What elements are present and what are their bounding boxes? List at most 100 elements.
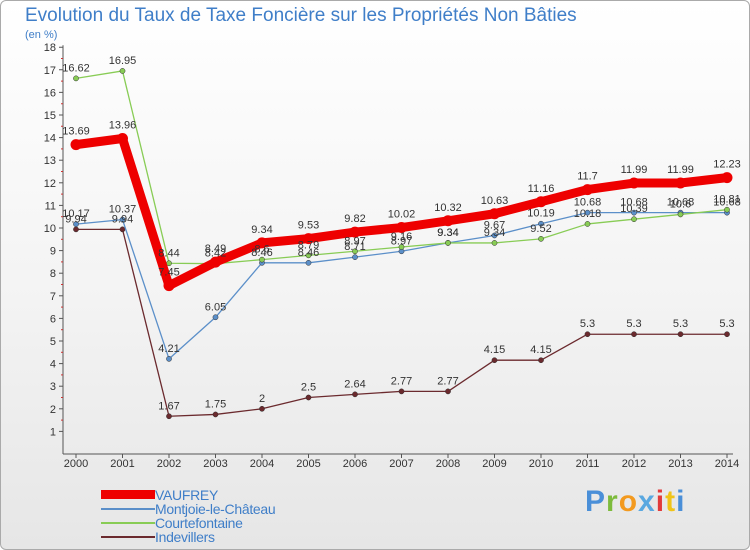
- data-label-indevillers: 4.15: [530, 344, 551, 356]
- legend-label-courtefontaine: Courtefontaine: [155, 515, 243, 531]
- data-point-courtefontaine: [584, 221, 591, 227]
- data-label-montjoie-le-ch-teau: 8.46: [251, 247, 272, 259]
- data-label-vaufrey: 10.02: [388, 209, 416, 221]
- x-tick-label: 2003: [203, 458, 227, 470]
- data-label-courtefontaine: 10.6: [670, 198, 691, 210]
- y-tick-label: 12: [44, 178, 56, 190]
- y-tick-label: 6: [50, 313, 56, 325]
- legend-swatch-courtefontaine: [101, 522, 155, 524]
- data-point-vaufrey: [628, 177, 640, 189]
- data-label-vaufrey: 9.82: [344, 213, 365, 225]
- logo-letter: t: [665, 485, 677, 518]
- y-tick-label: 13: [44, 155, 56, 167]
- data-point-vaufrey: [675, 177, 686, 189]
- data-label-vaufrey: 11.99: [621, 164, 648, 176]
- data-label-indevillers: 9.94: [65, 213, 86, 225]
- data-label-vaufrey: 9.34: [251, 224, 272, 236]
- data-point-vaufrey: [70, 139, 82, 151]
- y-tick-label: 3: [50, 381, 56, 393]
- data-point-montjoie-le-ch-teau: [352, 254, 358, 261]
- data-label-vaufrey: 13.96: [109, 120, 137, 132]
- data-point-vaufrey: [721, 172, 733, 184]
- data-point-indevillers: [352, 391, 358, 398]
- data-point-vaufrey: [210, 256, 221, 268]
- proxiti-logo: Proxiti: [585, 485, 685, 519]
- data-label-courtefontaine: 10.18: [574, 208, 602, 220]
- data-point-montjoie-le-ch-teau: [584, 209, 591, 216]
- data-point-indevillers: [73, 226, 79, 233]
- data-label-indevillers: 2.64: [344, 378, 365, 390]
- data-point-indevillers: [491, 357, 498, 364]
- data-label-indevillers: 1.75: [205, 398, 226, 410]
- data-point-vaufrey: [117, 133, 128, 145]
- data-point-vaufrey: [303, 233, 314, 245]
- data-point-indevillers: [445, 388, 451, 395]
- data-label-courtefontaine: 8.42: [205, 248, 226, 260]
- logo-letter: o: [618, 485, 639, 518]
- x-tick-label: 2008: [436, 458, 460, 470]
- x-tick-label: 2014: [715, 458, 739, 470]
- data-label-indevillers: 4.15: [484, 344, 505, 356]
- data-label-courtefontaine: 9.34: [484, 227, 505, 239]
- data-label-courtefontaine: 9.34: [437, 227, 458, 239]
- logo-letter: r: [606, 485, 619, 518]
- data-label-indevillers: 2.77: [391, 375, 412, 387]
- data-point-vaufrey: [349, 226, 361, 238]
- data-point-montjoie-le-ch-teau: [305, 259, 312, 266]
- logo-letter: x: [638, 485, 656, 518]
- data-label-courtefontaine: 8.6: [254, 244, 269, 256]
- data-label-indevillers: 5.3: [719, 318, 734, 330]
- data-label-montjoie-le-ch-teau: 10.68: [667, 197, 695, 209]
- data-point-montjoie-le-ch-teau: [73, 221, 79, 228]
- data-label-vaufrey: 9.53: [298, 220, 319, 232]
- y-tick-label: 7: [50, 291, 56, 303]
- y-tick-label: 10: [44, 223, 56, 235]
- data-point-courtefontaine: [677, 211, 684, 218]
- x-tick-label: 2004: [250, 458, 274, 470]
- data-label-montjoie-le-ch-teau: 8.97: [391, 235, 412, 247]
- data-label-vaufrey: 10.32: [434, 202, 462, 214]
- y-tick-label: 11: [45, 200, 56, 212]
- data-point-courtefontaine: [491, 240, 498, 246]
- data-point-montjoie-le-ch-teau: [631, 209, 637, 216]
- y-tick-label: 1: [50, 426, 56, 438]
- x-tick-label: 2000: [64, 458, 88, 470]
- data-label-montjoie-le-ch-teau: 4.21: [158, 343, 179, 355]
- data-point-vaufrey: [256, 237, 268, 249]
- x-tick-label: 2010: [529, 458, 553, 470]
- legend-label-indevillers: Indevillers: [155, 529, 215, 545]
- data-label-courtefontaine: 16.95: [109, 55, 137, 67]
- data-label-courtefontaine: 16.62: [62, 62, 90, 74]
- data-label-vaufrey: 11.16: [528, 183, 555, 195]
- y-tick-label: 8: [50, 268, 56, 280]
- data-label-vaufrey: 11.7: [577, 171, 598, 183]
- y-tick-label: 15: [44, 110, 56, 122]
- data-point-vaufrey: [396, 222, 407, 234]
- data-point-montjoie-le-ch-teau: [538, 220, 544, 227]
- data-point-courtefontaine: [724, 206, 730, 213]
- data-point-vaufrey: [489, 208, 500, 220]
- logo-letter: i: [676, 485, 686, 518]
- y-tick-label: 2: [50, 404, 56, 416]
- logo-letter: P: [585, 485, 607, 518]
- data-label-montjoie-le-ch-teau: 10.17: [62, 208, 90, 220]
- data-point-vaufrey: [535, 196, 547, 208]
- data-label-courtefontaine: 8.79: [298, 239, 319, 251]
- legend-swatch-montjoie: [101, 508, 155, 510]
- data-label-vaufrey: 7.45: [158, 267, 179, 279]
- data-label-vaufrey: 8.49: [205, 243, 226, 255]
- data-point-courtefontaine: [445, 240, 451, 246]
- data-label-courtefontaine: 10.39: [620, 203, 648, 215]
- data-point-courtefontaine: [398, 244, 405, 250]
- data-label-montjoie-le-ch-teau: 9.67: [484, 219, 505, 231]
- data-point-indevillers: [212, 411, 219, 418]
- data-label-montjoie-le-ch-teau: 8.46: [298, 247, 319, 259]
- data-point-montjoie-le-ch-teau: [212, 314, 219, 321]
- data-label-courtefontaine: 9.16: [391, 231, 412, 243]
- data-label-courtefontaine: 9.52: [530, 223, 551, 235]
- data-point-courtefontaine: [73, 75, 79, 82]
- data-point-courtefontaine: [631, 216, 637, 223]
- data-label-montjoie-le-ch-teau: 8.71: [344, 241, 365, 253]
- data-point-montjoie-le-ch-teau: [491, 232, 498, 239]
- data-label-courtefontaine: 8.97: [344, 235, 365, 247]
